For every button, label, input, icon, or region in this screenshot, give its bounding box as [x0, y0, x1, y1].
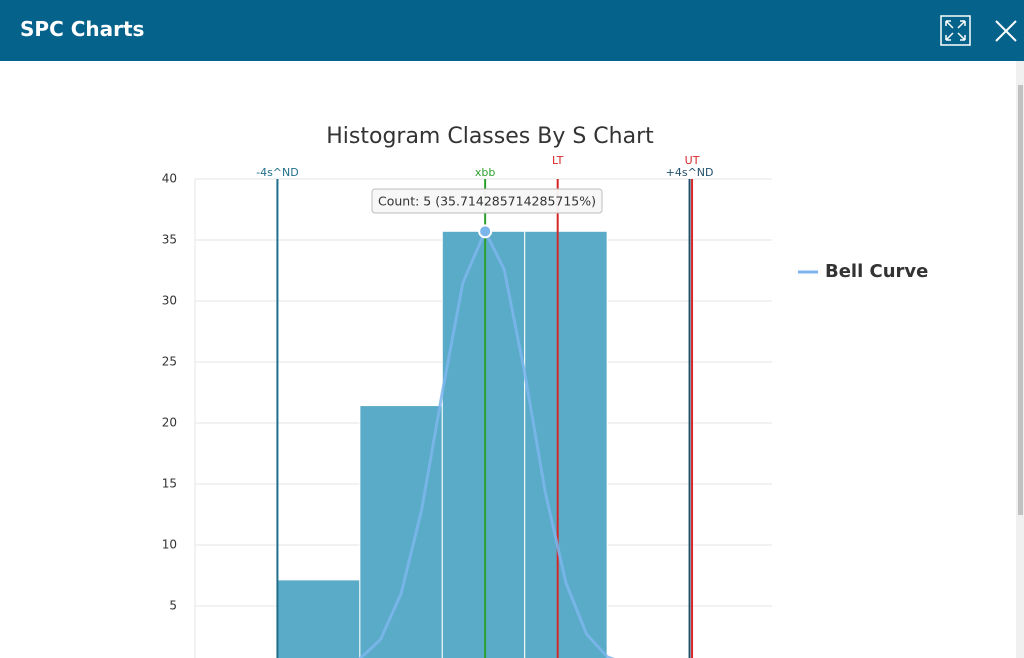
y-tick-label: 30 [162, 294, 177, 308]
legend-label[interactable]: Bell Curve [825, 261, 928, 282]
tooltip-box [371, 188, 603, 214]
bar [359, 405, 443, 658]
y-tick-label: 25 [162, 355, 177, 369]
header-title: SPC Charts [20, 17, 145, 41]
y-tick-label: 15 [162, 477, 177, 491]
plot-line-label: LT [552, 154, 564, 167]
chart-title: Histogram Classes By S Chart [326, 124, 654, 149]
y-tick-label: 40 [162, 172, 177, 186]
plot-line-label: xbb [475, 166, 495, 179]
y-tick-label: 5 [169, 599, 177, 613]
plot-line-label: UT [685, 154, 700, 167]
close-button[interactable] [995, 20, 1017, 42]
bar [276, 579, 361, 658]
bar [441, 230, 526, 658]
tooltip-text: Count: 5 (35.714285714285715%) [378, 194, 596, 209]
maximize-button[interactable] [940, 15, 971, 46]
header-icons [940, 15, 1017, 46]
plot-line-label: -4s^ND [256, 166, 299, 179]
chart: Histogram Classes By S Chart 5 10 15 20 25 30… [162, 124, 928, 658]
plot-line-label: +4s^ND [666, 166, 714, 179]
y-tick-label: 10 [162, 538, 177, 552]
header: SPC Charts [0, 0, 1024, 61]
hover-marker [478, 224, 493, 239]
scrollbar-thumb[interactable] [1018, 85, 1023, 515]
y-tick-label: 35 [162, 233, 177, 247]
y-tick-label: 20 [162, 416, 177, 430]
